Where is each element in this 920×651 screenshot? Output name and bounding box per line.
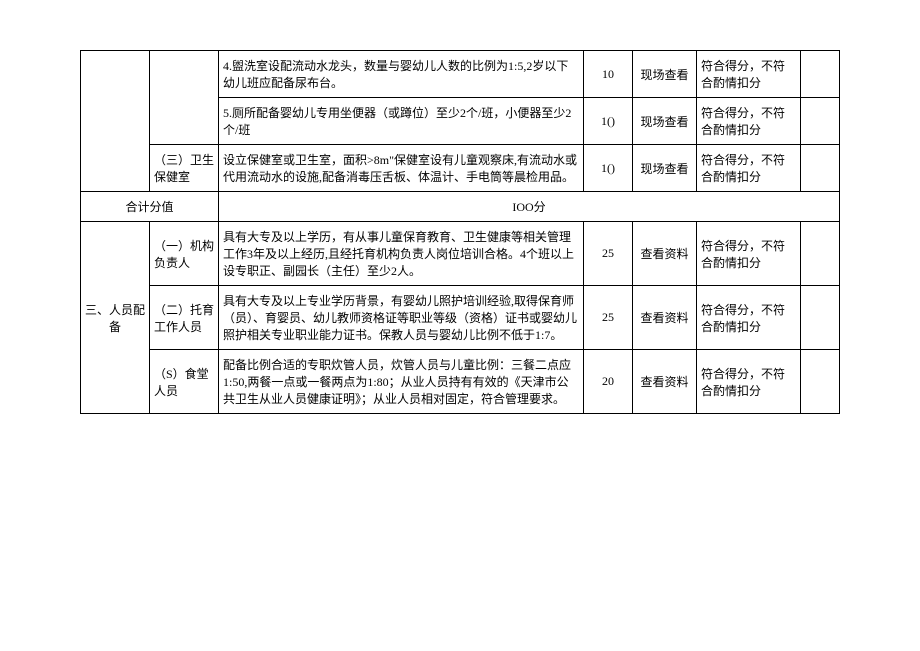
eval-cell: 符合得分，不符合酌情扣分 xyxy=(697,286,801,350)
score-cell: 25 xyxy=(584,222,633,286)
eval-cell: 符合得分，不符合酌情扣分 xyxy=(697,350,801,414)
total-row: 合计分值 IOO分 xyxy=(81,192,840,222)
eval-cell: 符合得分，不符合酌情扣分 xyxy=(697,145,801,192)
sub-cell: （三）卫生保健室 xyxy=(150,145,219,192)
score-cell: 1() xyxy=(584,98,633,145)
score-cell: 10 xyxy=(584,51,633,98)
table-row: （三）卫生保健室 设立保健室或卫生室，面积>8m"保健室设有儿童观察床,有流动水… xyxy=(81,145,840,192)
table-row: （S）食堂人员 配备比例合适的专职炊管人员，炊管人员与儿童比例：三餐二点应1:5… xyxy=(81,350,840,414)
blank-cell xyxy=(801,98,840,145)
category-cell: 三、人员配备 xyxy=(81,222,150,414)
method-cell: 查看资料 xyxy=(633,350,697,414)
method-cell: 查看资料 xyxy=(633,222,697,286)
score-cell: 20 xyxy=(584,350,633,414)
method-cell: 现场查看 xyxy=(633,145,697,192)
eval-cell: 符合得分，不符合酌情扣分 xyxy=(697,98,801,145)
blank-cell xyxy=(801,286,840,350)
sub-cell: （S）食堂人员 xyxy=(150,350,219,414)
total-value: IOO分 xyxy=(219,192,840,222)
blank-cell xyxy=(801,222,840,286)
sub-cell: （一）机构负责人 xyxy=(150,222,219,286)
score-cell: 1() xyxy=(584,145,633,192)
desc-cell: 设立保健室或卫生室，面积>8m"保健室设有儿童观察床,有流动水或代用流动水的设施… xyxy=(219,145,584,192)
desc-cell: 具有大专及以上学历，有从事儿童保育教育、卫生健康等相关管理工作3年及以上经历,且… xyxy=(219,222,584,286)
method-cell: 查看资料 xyxy=(633,286,697,350)
score-cell: 25 xyxy=(584,286,633,350)
total-label: 合计分值 xyxy=(81,192,219,222)
blank-cell xyxy=(801,51,840,98)
method-cell: 现场查看 xyxy=(633,51,697,98)
eval-cell: 符合得分，不符合酌情扣分 xyxy=(697,51,801,98)
table-row: 4.盥洗室设配流动水龙头，数量与婴幼儿人数的比例为1:5,2岁以下幼儿班应配备尿… xyxy=(81,51,840,98)
eval-cell: 符合得分，不符合酌情扣分 xyxy=(697,222,801,286)
method-cell: 现场查看 xyxy=(633,98,697,145)
standards-table: 4.盥洗室设配流动水龙头，数量与婴幼儿人数的比例为1:5,2岁以下幼儿班应配备尿… xyxy=(80,50,840,414)
table-row: 三、人员配备 （一）机构负责人 具有大专及以上学历，有从事儿童保育教育、卫生健康… xyxy=(81,222,840,286)
blank-cell xyxy=(801,145,840,192)
desc-cell: 5.厕所配备婴幼儿专用坐便器（或蹲位）至少2个/班，小便器至少2个/班 xyxy=(219,98,584,145)
desc-cell: 配备比例合适的专职炊管人员，炊管人员与儿童比例：三餐二点应1:50,两餐一点或一… xyxy=(219,350,584,414)
desc-cell: 4.盥洗室设配流动水龙头，数量与婴幼儿人数的比例为1:5,2岁以下幼儿班应配备尿… xyxy=(219,51,584,98)
table-row: （二）托育工作人员 具有大专及以上专业学历背景，有婴幼儿照护培训经验,取得保育师… xyxy=(81,286,840,350)
sub-cell xyxy=(150,51,219,145)
blank-cell xyxy=(801,350,840,414)
desc-cell: 具有大专及以上专业学历背景，有婴幼儿照护培训经验,取得保育师（员）、育婴员、幼儿… xyxy=(219,286,584,350)
sub-cell: （二）托育工作人员 xyxy=(150,286,219,350)
category-cell xyxy=(81,51,150,192)
